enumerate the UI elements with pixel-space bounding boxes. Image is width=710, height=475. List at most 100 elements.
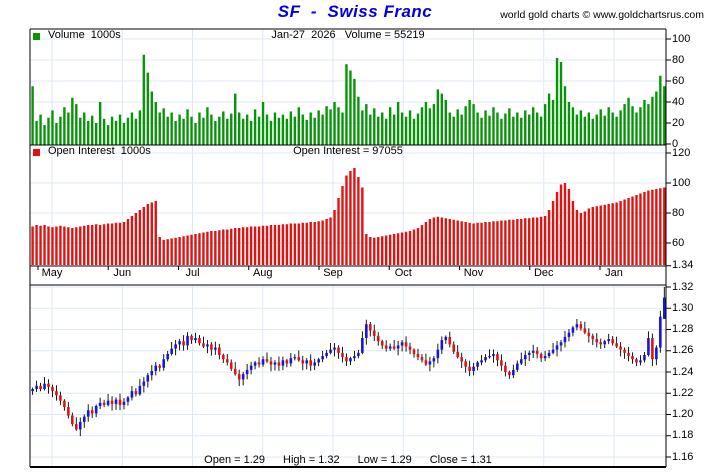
candle-body xyxy=(460,357,463,362)
volume-bar xyxy=(607,107,610,145)
volume-bar xyxy=(627,97,630,145)
volume-bar xyxy=(392,114,396,145)
candle-body xyxy=(555,345,559,350)
oi-bar xyxy=(476,222,479,265)
volume-bar xyxy=(325,106,328,145)
oi-bar xyxy=(579,213,583,265)
y-axis-label: 1.32 xyxy=(672,280,694,293)
volume-bar xyxy=(373,108,376,145)
oi-bar xyxy=(460,221,463,265)
candle-body xyxy=(392,346,396,349)
footer-low: Low = 1.29 xyxy=(357,454,412,466)
candle-body xyxy=(619,346,622,350)
candle-body xyxy=(297,357,301,361)
candle-body xyxy=(71,415,74,425)
volume-bar xyxy=(237,112,241,145)
volume-bar xyxy=(35,120,38,145)
volume-legend-swatch-icon xyxy=(33,33,40,40)
volume-bar xyxy=(329,109,332,145)
oi-bar xyxy=(297,223,300,265)
y-axis-label: 100 xyxy=(672,32,691,45)
oi-bar xyxy=(325,219,328,265)
candle-body xyxy=(106,400,110,405)
y-axis-label: 120 xyxy=(672,146,691,159)
candle-body xyxy=(110,400,114,404)
volume-bar xyxy=(361,110,364,145)
candle-body xyxy=(75,424,78,430)
oi-bar xyxy=(623,199,626,265)
volume-bar xyxy=(488,115,491,145)
candle-body xyxy=(595,339,599,343)
candle-body xyxy=(547,352,551,357)
volume-bar xyxy=(643,99,646,145)
oi-bar xyxy=(388,234,392,265)
oi-bar xyxy=(631,196,634,265)
volume-bar xyxy=(559,62,563,145)
oi-bar xyxy=(516,219,519,265)
candle-body xyxy=(452,344,456,352)
volume-bar xyxy=(194,123,197,145)
candle-body xyxy=(516,363,519,370)
volume-bar xyxy=(563,86,567,145)
volume-bar xyxy=(591,118,594,145)
oi-bar xyxy=(480,222,483,265)
volume-bar xyxy=(75,104,78,145)
candle-body xyxy=(369,324,372,331)
volume-bar xyxy=(508,108,511,145)
oi-bar xyxy=(126,219,130,265)
candle-body xyxy=(448,336,452,345)
candle-body xyxy=(551,349,555,353)
candle-body xyxy=(591,335,595,340)
candle-body xyxy=(321,356,324,360)
y-axis-label: 1.34 xyxy=(672,259,694,272)
oi-bar xyxy=(67,227,70,265)
oi-bar xyxy=(245,227,249,265)
volume-bar xyxy=(297,107,300,145)
oi-bar xyxy=(345,175,348,265)
oi-bar xyxy=(261,225,265,265)
candle-body xyxy=(43,383,46,389)
volume-bar xyxy=(321,114,324,145)
volume-bar xyxy=(202,117,205,145)
volume-bar xyxy=(190,116,193,145)
candle-body xyxy=(643,355,646,361)
candle-body xyxy=(531,350,535,353)
volume-bar xyxy=(218,116,221,145)
y-axis-label: 1.16 xyxy=(672,450,694,463)
volume-bar xyxy=(277,117,281,145)
candle-body xyxy=(404,342,408,347)
volume-bar xyxy=(663,86,666,145)
volume-bar xyxy=(301,114,304,145)
oi-bar xyxy=(198,233,201,265)
oi-bar xyxy=(353,168,356,265)
oi-bar xyxy=(472,223,475,265)
oi-bar xyxy=(281,224,285,265)
volume-bar xyxy=(222,111,225,145)
volume-bar xyxy=(420,107,424,145)
y-axis-label: 1.22 xyxy=(672,386,694,399)
candle-body xyxy=(210,344,213,350)
volume-bar xyxy=(444,99,447,145)
volume-bar xyxy=(452,116,455,145)
candle-body xyxy=(655,347,658,360)
candle-body xyxy=(464,361,467,367)
oi-bar xyxy=(87,225,90,265)
candle-body xyxy=(663,297,666,319)
candle-body xyxy=(237,374,241,380)
volume-bar xyxy=(615,116,618,145)
volume-bar xyxy=(480,117,483,145)
oi-bar xyxy=(619,201,622,265)
volume-bar xyxy=(400,112,404,145)
volume-bar xyxy=(114,120,118,145)
volume-bar xyxy=(257,116,261,145)
candle-body xyxy=(325,352,328,357)
volume-bar xyxy=(575,114,579,145)
volume-bar xyxy=(146,72,150,145)
volume-bar xyxy=(659,75,662,145)
oi-bar xyxy=(559,184,563,265)
oi-bar xyxy=(349,171,352,265)
candle-body xyxy=(468,366,471,371)
candle-body xyxy=(500,360,503,366)
oi-bar xyxy=(329,217,332,265)
volume-bar xyxy=(94,123,98,145)
